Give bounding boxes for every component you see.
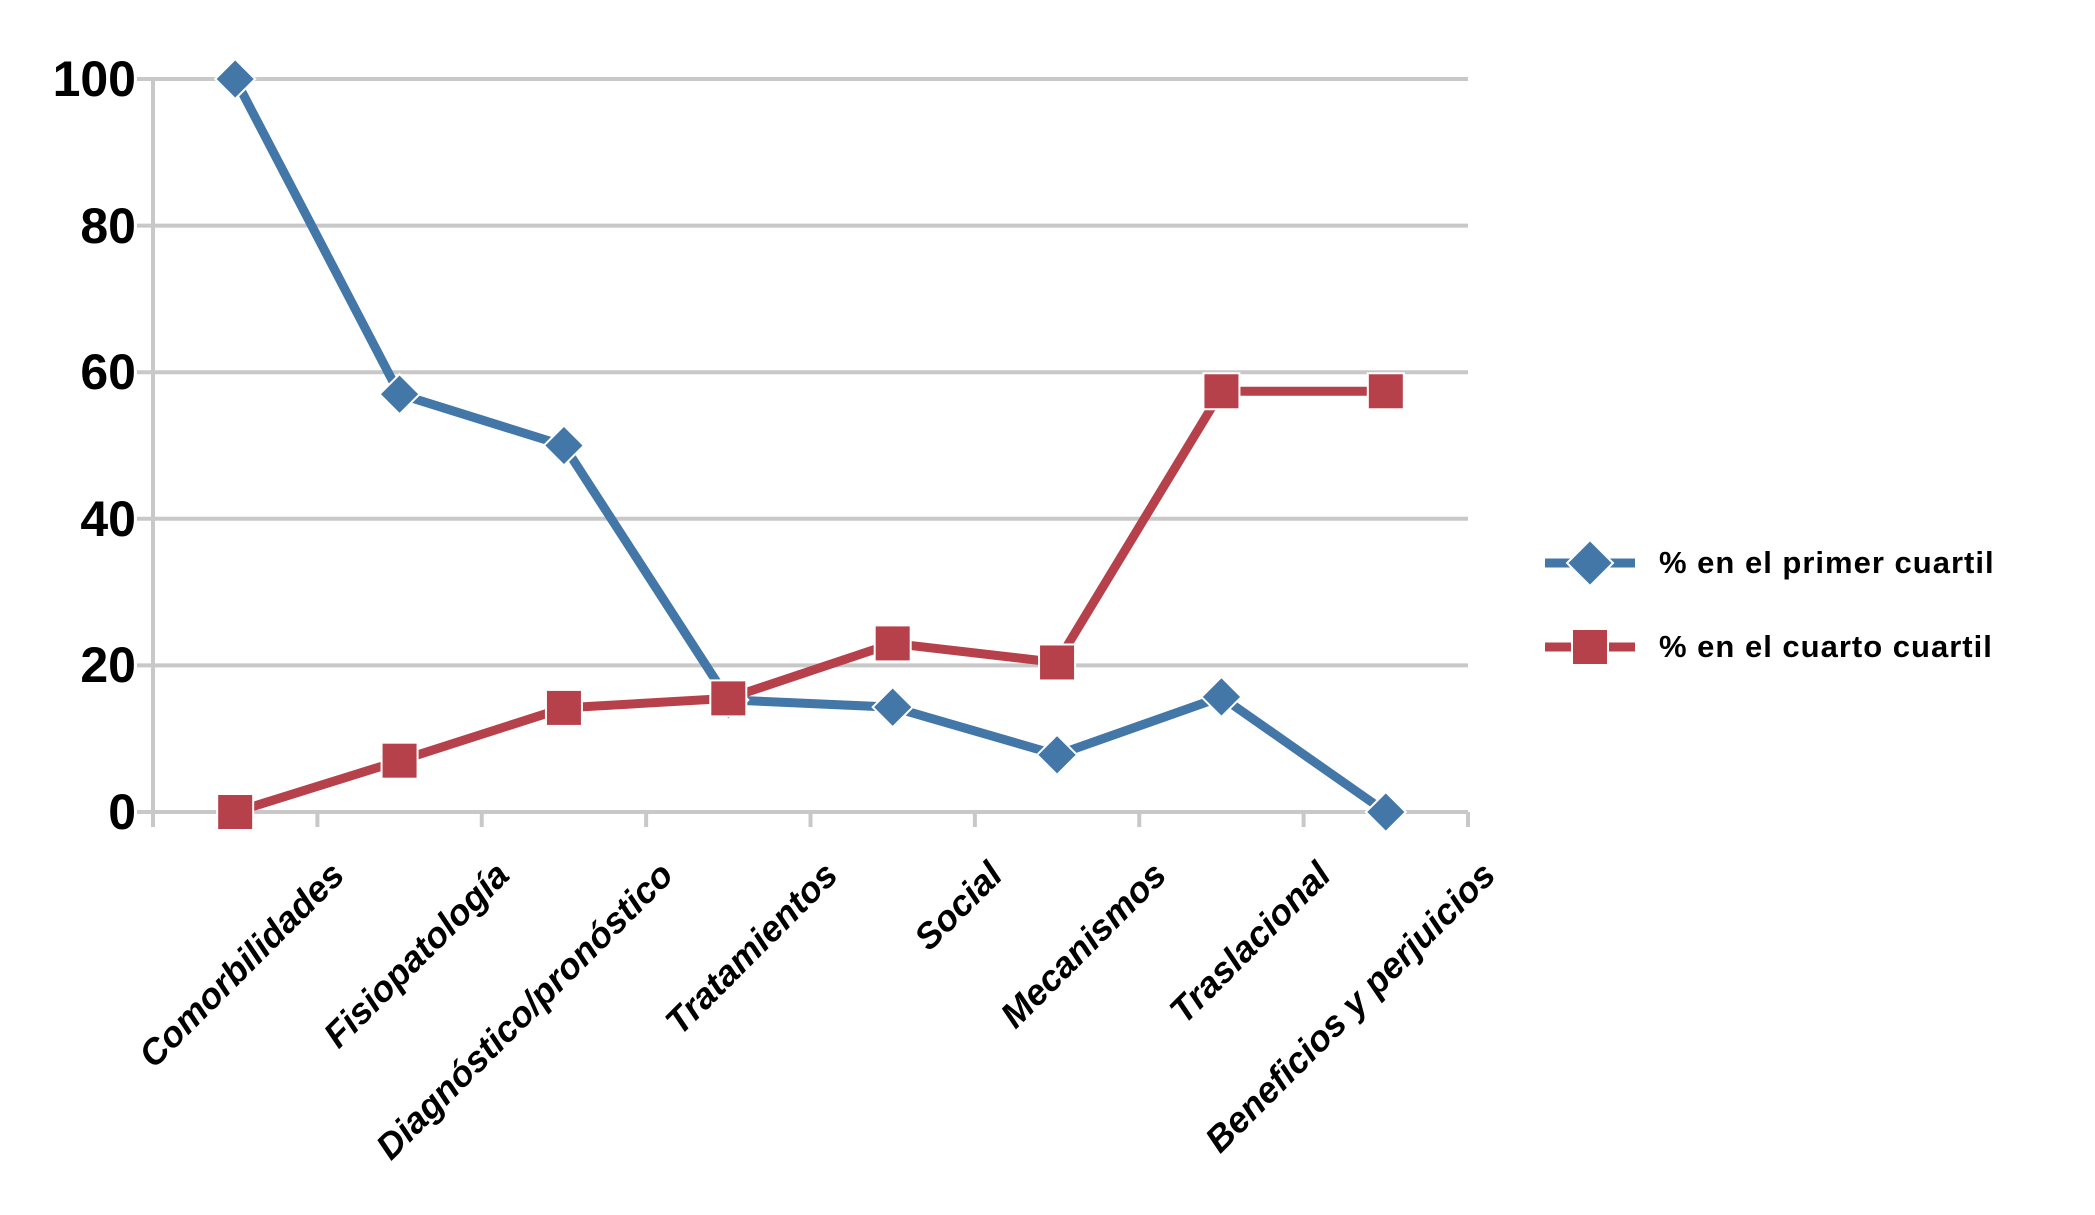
marker-square-1-6 <box>1202 372 1241 411</box>
marker-diamond-0-0 <box>213 57 257 101</box>
series-line-1 <box>230 386 1391 817</box>
marker-square-1-5 <box>1038 643 1077 682</box>
marker-diamond-0-1 <box>378 372 421 416</box>
marker-square-1-7 <box>1366 372 1405 411</box>
legend-item-cuarto-cuartil: % en el cuarto cuartil <box>1545 607 1995 687</box>
marker-square-1-4 <box>873 624 912 663</box>
y-tick-label-60: 60 <box>80 344 136 401</box>
y-tick-label-80: 80 <box>80 197 136 254</box>
legend-item-primer-cuartil: % en el primer cuartil <box>1545 523 1995 603</box>
legend-diamond-marker-icon <box>1545 538 1635 588</box>
marker-diamond-0-7 <box>1364 790 1408 834</box>
y-tick-label-0: 0 <box>108 784 136 840</box>
marker-square-1-3 <box>709 679 748 718</box>
series-line-0 <box>230 74 1391 817</box>
y-tick-label-100: 100 <box>52 51 136 107</box>
marker-square-1-0 <box>216 793 255 831</box>
marker-diamond-0-2 <box>542 424 586 467</box>
legend-label-cuarto-cuartil: % en el cuarto cuartil <box>1659 629 1993 664</box>
y-tick-label-20: 20 <box>80 637 136 694</box>
marker-square-1-1 <box>380 741 419 780</box>
marker-square-1-2 <box>544 688 583 727</box>
y-tick-label-40: 40 <box>80 490 136 547</box>
marker-diamond-0-4 <box>871 685 915 729</box>
marker-diamond-0-6 <box>1200 675 1243 719</box>
legend: % en el primer cuartil % en el cuarto cu… <box>1545 523 1995 687</box>
legend-label-primer-cuartil: % en el primer cuartil <box>1659 545 1995 580</box>
marker-diamond-0-5 <box>1035 733 1079 777</box>
legend-square-marker-icon <box>1545 628 1635 666</box>
